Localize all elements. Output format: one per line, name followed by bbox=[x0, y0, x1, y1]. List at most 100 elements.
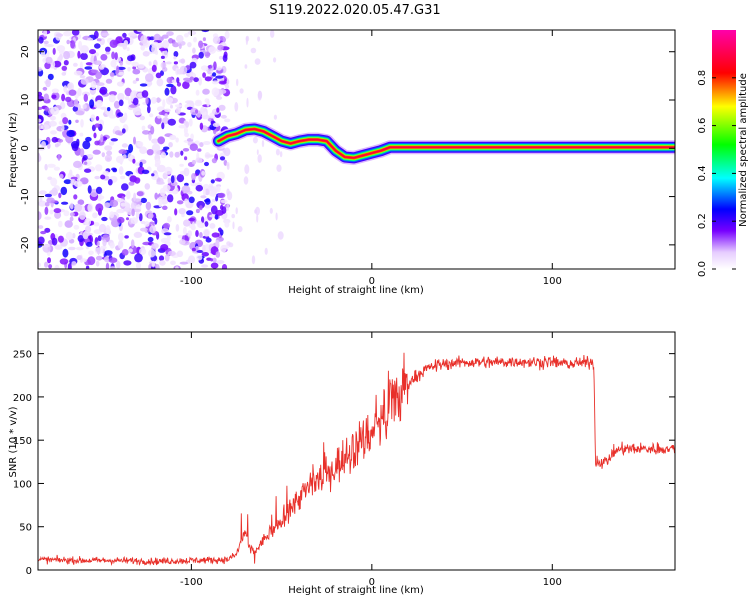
heatmap-noise-blob bbox=[160, 244, 169, 251]
heatmap-noise-blob bbox=[117, 216, 125, 224]
heatmap-noise-blob bbox=[163, 232, 172, 236]
heatmap-noise-blob bbox=[160, 61, 167, 69]
heatmap-noise-blob bbox=[48, 120, 57, 127]
heatmap-noise-blob bbox=[149, 225, 157, 234]
heatmap-noise-blob bbox=[112, 168, 118, 173]
y-tick-label: 150 bbox=[13, 436, 32, 447]
heatmap-noise-blob bbox=[157, 136, 165, 145]
heatmap-noise-blob bbox=[162, 66, 168, 72]
heatmap-noise-blob bbox=[38, 142, 42, 147]
heatmap-noise-blob bbox=[91, 69, 99, 74]
heatmap-noise-blob bbox=[120, 202, 127, 207]
heatmap-noise-blob bbox=[191, 159, 197, 165]
heatmap-noise-blob bbox=[109, 72, 115, 77]
heatmap-noise-blob bbox=[119, 60, 124, 66]
snr-chart: -100 0 100 0 50 100 150 200 250 Height of strai… bbox=[8, 331, 676, 596]
heatmap-noise-blob bbox=[166, 76, 174, 84]
heatmap-noise-blob bbox=[243, 176, 249, 185]
heatmap-noise-blob bbox=[210, 258, 214, 262]
heatmap-noise-blob bbox=[93, 60, 102, 65]
heatmap-noise-blob bbox=[154, 149, 161, 156]
heatmap-noise-blob bbox=[244, 164, 250, 175]
heatmap-noise-blob bbox=[226, 203, 230, 211]
heatmap-noise-blob bbox=[73, 194, 78, 200]
heatmap-noise-blob bbox=[124, 96, 130, 101]
heatmap-noise-blob bbox=[176, 200, 184, 205]
heatmap-noise-blob bbox=[94, 175, 100, 180]
heatmap-noise-blob bbox=[148, 132, 152, 141]
heatmap-noise-blob bbox=[201, 216, 205, 224]
heatmap-noise-blob bbox=[109, 199, 119, 208]
heatmap-noise-blob bbox=[41, 141, 46, 149]
heatmap-noise-blob bbox=[217, 192, 226, 199]
heatmap-noise-blob bbox=[73, 224, 80, 230]
x-tick-label: -100 bbox=[180, 577, 203, 588]
heatmap-noise-blob bbox=[245, 36, 248, 46]
heatmap-noise-blob bbox=[175, 106, 181, 115]
heatmap-noise-blob bbox=[255, 206, 260, 216]
heatmap-noise-blob bbox=[234, 102, 239, 112]
heatmap-noise-blob bbox=[122, 42, 127, 50]
heatmap-noise-blob bbox=[164, 166, 173, 175]
heatmap-noise-blob bbox=[139, 213, 143, 222]
heatmap-noise-blob bbox=[179, 239, 186, 245]
heatmap-noise-blob bbox=[215, 239, 220, 248]
heatmap-noise-blob bbox=[38, 36, 44, 44]
heatmap-noise-blob bbox=[202, 37, 206, 42]
heatmap-noise-blob bbox=[226, 188, 230, 196]
heatmap-noise-blob bbox=[44, 193, 53, 198]
heatmap-noise-blob bbox=[118, 99, 124, 107]
heatmap-noise-blob bbox=[128, 181, 135, 186]
heatmap-noise-blob bbox=[128, 143, 134, 153]
heatmap-noise-blob bbox=[75, 119, 79, 124]
heatmap-noise-blob bbox=[166, 233, 171, 242]
heatmap-noise-blob bbox=[256, 149, 259, 156]
heatmap-noise-blob bbox=[118, 232, 124, 242]
heatmap-noise-blob bbox=[189, 61, 197, 69]
heatmap-noise-blob bbox=[67, 83, 73, 89]
heatmap-noise-blob bbox=[205, 237, 212, 243]
heatmap-noise-blob bbox=[105, 51, 110, 55]
heatmap-noise-blob bbox=[275, 212, 278, 221]
heatmap-noise-blob bbox=[204, 221, 209, 227]
heatmap-noise-blob bbox=[178, 124, 187, 129]
heatmap-noise-blob bbox=[209, 201, 213, 207]
colorbar-label: Normalized spectral amplitude bbox=[738, 73, 749, 227]
heatmap-noise-blob bbox=[178, 208, 186, 215]
heatmap-noise-blob bbox=[100, 54, 108, 61]
heatmap-noise-blob bbox=[170, 104, 173, 109]
heatmap-noise-blob bbox=[61, 72, 67, 76]
heatmap-noise-blob bbox=[179, 261, 189, 265]
heatmap-noise-blob bbox=[101, 152, 106, 158]
heatmap-noise-blob bbox=[69, 202, 74, 210]
heatmap-noise-blob bbox=[175, 224, 180, 232]
heatmap-noise-blob bbox=[156, 106, 165, 112]
heatmap-noise-blob bbox=[131, 208, 135, 217]
heatmap-noise-blob bbox=[38, 106, 43, 111]
heatmap-noise-blob bbox=[136, 191, 144, 197]
heatmap-noise-blob bbox=[136, 30, 146, 33]
heatmap-noise-blob bbox=[188, 118, 193, 127]
heatmap-noise-blob bbox=[114, 52, 118, 61]
heatmap-noise-blob bbox=[158, 111, 166, 116]
heatmap-noise-blob bbox=[94, 140, 100, 146]
heatmap-noise-blob bbox=[38, 153, 41, 162]
heatmap-noise-blob bbox=[134, 253, 143, 263]
heatmap-noise-blob bbox=[134, 177, 141, 184]
heatmap-noise-blob bbox=[53, 166, 61, 171]
heatmap-noise-blob bbox=[176, 174, 185, 183]
heatmap-noise-blob bbox=[212, 72, 217, 77]
heatmap-noise-blob bbox=[173, 51, 179, 58]
heatmap-noise-blob bbox=[137, 64, 145, 69]
heatmap-noise-blob bbox=[70, 176, 78, 180]
heatmap-noise-blob bbox=[70, 40, 76, 49]
heatmap-noise-blob bbox=[174, 208, 178, 216]
heatmap-noise-blob bbox=[95, 164, 103, 172]
heatmap-marks bbox=[38, 30, 675, 269]
heatmap-noise-blob bbox=[204, 161, 209, 167]
x-tick-label: 100 bbox=[543, 276, 562, 287]
heatmap-noise-blob bbox=[167, 194, 174, 203]
heatmap-noise-blob bbox=[99, 89, 107, 94]
